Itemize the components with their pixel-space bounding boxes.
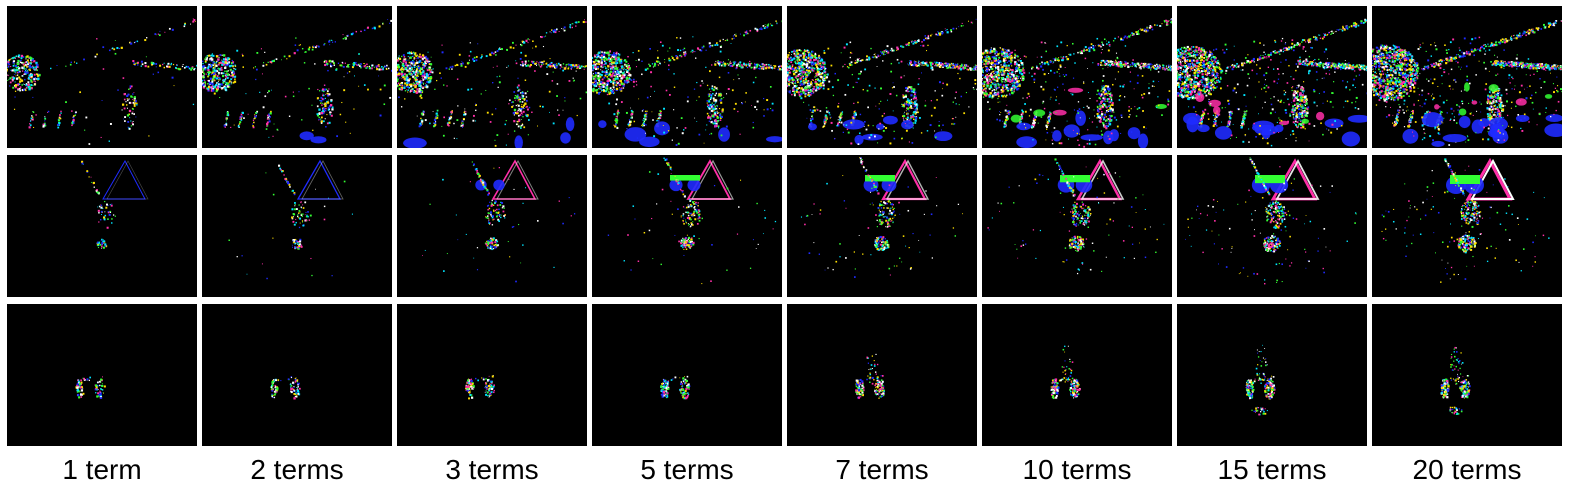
event-visualization: [1372, 6, 1562, 148]
indoor-objects-event-frame-7-terms: [787, 155, 977, 297]
hands-gesture-event-frame-5-terms: [592, 304, 782, 446]
event-visualization: [7, 155, 197, 297]
event-visualization: [7, 304, 197, 446]
street-scene-event-frame-3-terms: [397, 6, 587, 148]
indoor-objects-event-frame-20-terms: [1372, 155, 1562, 297]
street-scene-event-frame-20-terms: [1372, 6, 1562, 148]
column-label: 10 terms: [982, 450, 1172, 490]
event-visualization: [787, 155, 977, 297]
indoor-objects-event-frame-1-terms: [7, 155, 197, 297]
event-visualization: [592, 155, 782, 297]
column-label: 20 terms: [1372, 450, 1562, 490]
indoor-objects-event-frame-2-terms: [202, 155, 392, 297]
event-visualization: [202, 304, 392, 446]
street-scene-event-frame-1-terms: [7, 6, 197, 148]
column-label: 3 terms: [397, 450, 587, 490]
event-visualization: [787, 304, 977, 446]
event-visualization: [1177, 6, 1367, 148]
event-visualization: [1372, 304, 1562, 446]
event-visualization: [592, 304, 782, 446]
column-label: 5 terms: [592, 450, 782, 490]
event-visualization: [982, 6, 1172, 148]
hands-gesture-event-frame-2-terms: [202, 304, 392, 446]
event-visualization: [592, 6, 782, 148]
street-scene-event-frame-5-terms: [592, 6, 782, 148]
event-visualization: [397, 155, 587, 297]
hands-gesture-event-frame-15-terms: [1177, 304, 1367, 446]
event-visualization: [397, 304, 587, 446]
indoor-objects-event-frame-15-terms: [1177, 155, 1367, 297]
street-scene-event-frame-15-terms: [1177, 6, 1367, 148]
column-label: 1 term: [7, 450, 197, 490]
street-scene-event-frame-2-terms: [202, 6, 392, 148]
hands-gesture-event-frame-10-terms: [982, 304, 1172, 446]
hands-gesture-event-frame-1-terms: [7, 304, 197, 446]
event-visualization: [1177, 304, 1367, 446]
event-visualization: [982, 155, 1172, 297]
hands-gesture-event-frame-20-terms: [1372, 304, 1562, 446]
event-visualization: [397, 6, 587, 148]
event-visualization: [787, 6, 977, 148]
event-visualization: [202, 155, 392, 297]
indoor-objects-event-frame-3-terms: [397, 155, 587, 297]
column-label: 15 terms: [1177, 450, 1367, 490]
column-label: 2 terms: [202, 450, 392, 490]
indoor-objects-event-frame-10-terms: [982, 155, 1172, 297]
event-visualization: [1177, 155, 1367, 297]
event-visualization: [202, 6, 392, 148]
indoor-objects-event-frame-5-terms: [592, 155, 782, 297]
street-scene-event-frame-10-terms: [982, 6, 1172, 148]
street-scene-event-frame-7-terms: [787, 6, 977, 148]
event-visualization: [7, 6, 197, 148]
hands-gesture-event-frame-7-terms: [787, 304, 977, 446]
event-visualization: [1372, 155, 1562, 297]
column-label: 7 terms: [787, 450, 977, 490]
hands-gesture-event-frame-3-terms: [397, 304, 587, 446]
event-visualization: [982, 304, 1172, 446]
